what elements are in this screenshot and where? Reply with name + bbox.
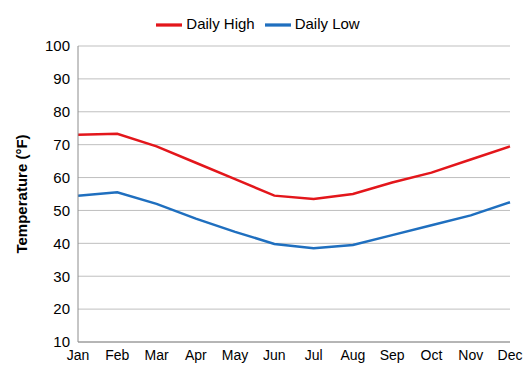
svg-text:Mar: Mar xyxy=(144,347,168,363)
svg-text:Temperature (°F): Temperature (°F) xyxy=(13,134,30,253)
html-text:Daily Low: Daily Low xyxy=(294,15,360,32)
svg-text:100: 100 xyxy=(45,37,70,54)
html-text:Daily High: Daily High xyxy=(186,15,255,32)
svg-text:Nov: Nov xyxy=(458,347,483,363)
svg-text:May: May xyxy=(222,347,248,363)
svg-text:Jul: Jul xyxy=(305,347,323,363)
svg-text:90: 90 xyxy=(53,70,70,87)
svg-text:Oct: Oct xyxy=(421,347,443,363)
svg-text:80: 80 xyxy=(53,103,70,120)
svg-text:Apr: Apr xyxy=(185,347,207,363)
svg-text:30: 30 xyxy=(53,268,70,285)
svg-text:Jun: Jun xyxy=(263,347,286,363)
svg-text:40: 40 xyxy=(53,235,70,252)
svg-text:10: 10 xyxy=(53,333,70,350)
svg-text:Dec: Dec xyxy=(498,347,523,363)
svg-text:60: 60 xyxy=(53,169,70,186)
svg-text:20: 20 xyxy=(53,300,70,317)
svg-text:Aug: Aug xyxy=(340,347,365,363)
svg-text:50: 50 xyxy=(53,202,70,219)
svg-text:Feb: Feb xyxy=(105,347,129,363)
svg-text:70: 70 xyxy=(53,136,70,153)
svg-text:Jan: Jan xyxy=(67,347,90,363)
svg-text:Sep: Sep xyxy=(380,347,405,363)
